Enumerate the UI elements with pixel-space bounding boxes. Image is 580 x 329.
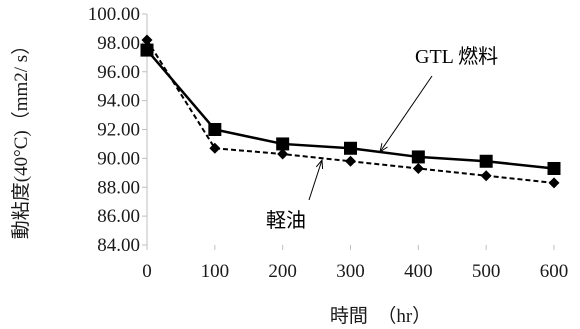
annotation-diesel-arrow	[308, 158, 324, 201]
series-layer	[140, 34, 561, 189]
y-tick-label: 84.00	[97, 235, 140, 256]
annotation-gtl-arrow	[379, 75, 433, 154]
y-tick-label: 100.00	[88, 4, 140, 25]
y-tick-label: 96.00	[97, 62, 140, 83]
y-axis-title: 動粘度(40°C)（mm2/ s）	[10, 36, 32, 239]
x-tick-label: 0	[142, 261, 152, 282]
data-point-diamond	[209, 142, 221, 154]
x-tick-label: 100	[201, 261, 230, 282]
data-point-diamond	[548, 177, 560, 189]
x-tick-label: 300	[336, 261, 365, 282]
y-tick-label: 94.00	[97, 91, 140, 112]
annotation-gtl-label: GTL 燃料	[415, 45, 498, 68]
data-point-square	[140, 43, 154, 57]
data-point-square	[344, 141, 357, 155]
x-axis-title: 時間 （hr）	[330, 305, 431, 327]
y-tick-label: 92.00	[97, 120, 140, 141]
data-point-square	[547, 161, 561, 175]
data-point-diamond	[412, 162, 424, 174]
data-point-square	[208, 123, 222, 136]
x-tick-label: 500	[472, 261, 501, 282]
x-axis-ticks: 0 100 200 300 400 500 600	[142, 245, 568, 282]
data-point-diamond	[480, 170, 492, 182]
data-point-square	[479, 154, 493, 168]
data-point-square	[276, 137, 290, 151]
x-tick-label: 400	[404, 261, 433, 282]
y-tick-label: 86.00	[97, 206, 140, 227]
y-tick-label: 98.00	[97, 33, 140, 54]
x-tick-label: 200	[268, 261, 297, 282]
annotation-diesel-label: 軽油	[266, 209, 306, 232]
data-point-diamond	[277, 148, 289, 160]
data-point-square	[411, 150, 425, 164]
y-tick-label: 90.00	[97, 148, 140, 169]
data-point-diamond	[141, 34, 153, 46]
y-axis-ticks: 84.00 86.00 88.00 90.00 92.00 94.00 96.00 98.00…	[88, 4, 147, 256]
y-tick-label: 88.00	[97, 177, 140, 198]
x-tick-label: 600	[540, 261, 569, 282]
data-point-diamond	[345, 155, 356, 167]
